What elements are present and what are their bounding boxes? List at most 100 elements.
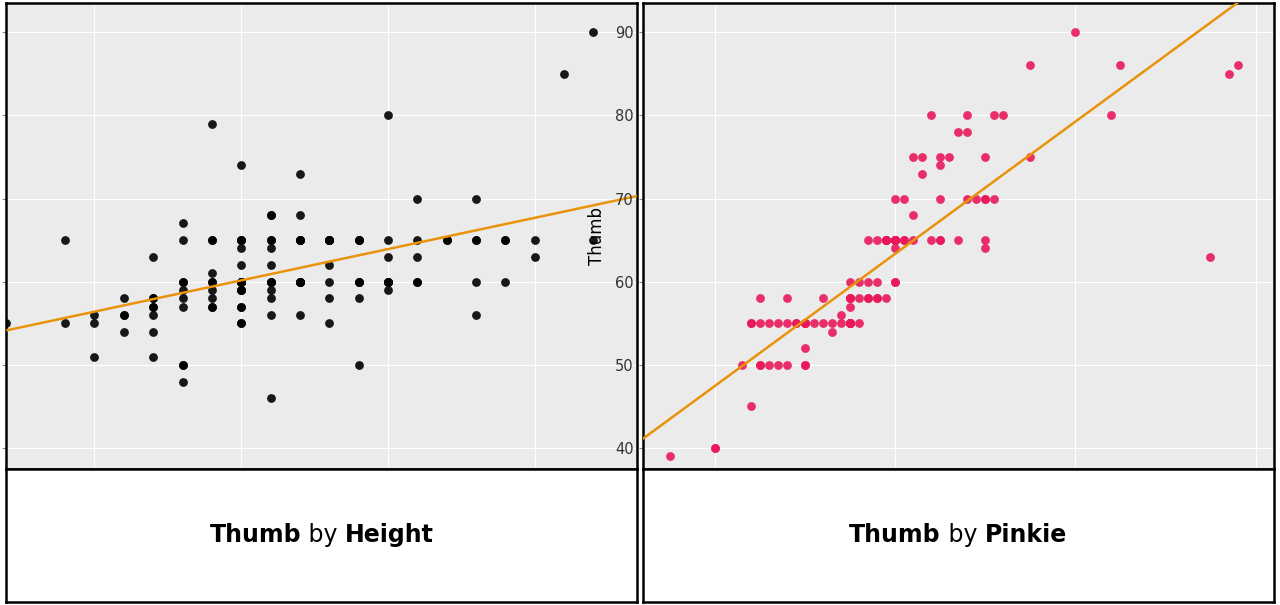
- Point: [795, 344, 815, 353]
- Point: [840, 293, 860, 303]
- Point: [260, 211, 280, 220]
- Point: [289, 235, 310, 245]
- Point: [884, 277, 905, 287]
- Point: [786, 318, 806, 328]
- Point: [143, 293, 164, 303]
- Point: [202, 285, 223, 295]
- Point: [260, 260, 280, 270]
- Point: [893, 235, 914, 245]
- Point: [867, 293, 887, 303]
- Point: [230, 318, 251, 328]
- Point: [858, 235, 878, 245]
- Point: [289, 235, 310, 245]
- Point: [436, 235, 457, 245]
- Point: [893, 235, 914, 245]
- Point: [173, 235, 193, 245]
- Point: [289, 235, 310, 245]
- Point: [554, 69, 575, 79]
- Point: [584, 235, 604, 245]
- Point: [466, 235, 486, 245]
- Point: [920, 235, 941, 245]
- Point: [143, 293, 164, 303]
- Point: [884, 244, 905, 253]
- Point: [840, 293, 860, 303]
- Point: [84, 352, 105, 361]
- Point: [884, 235, 905, 245]
- Point: [822, 327, 842, 336]
- Point: [202, 302, 223, 312]
- Point: [84, 318, 105, 328]
- Point: [849, 293, 869, 303]
- Point: [114, 310, 134, 320]
- Point: [289, 310, 310, 320]
- Point: [740, 318, 760, 328]
- Point: [777, 293, 797, 303]
- Point: [55, 235, 76, 245]
- Point: [822, 318, 842, 328]
- Point: [840, 318, 860, 328]
- Point: [1020, 152, 1041, 162]
- Point: [319, 235, 339, 245]
- Point: [230, 318, 251, 328]
- Point: [804, 318, 824, 328]
- Point: [378, 277, 398, 287]
- Point: [884, 235, 905, 245]
- Point: [1020, 60, 1041, 70]
- Point: [740, 318, 760, 328]
- Point: [975, 194, 996, 203]
- Point: [840, 302, 860, 312]
- Point: [143, 252, 164, 261]
- Point: [260, 277, 280, 287]
- Point: [173, 377, 193, 387]
- Point: [319, 235, 339, 245]
- Point: [840, 318, 860, 328]
- Point: [984, 111, 1005, 120]
- Point: [260, 235, 280, 245]
- Point: [911, 169, 932, 178]
- Point: [750, 360, 771, 370]
- Point: [975, 152, 996, 162]
- Point: [319, 235, 339, 245]
- Point: [947, 127, 968, 137]
- Point: [202, 302, 223, 312]
- Point: [884, 235, 905, 245]
- Point: [289, 277, 310, 287]
- Point: [759, 318, 780, 328]
- Point: [795, 318, 815, 328]
- Point: [876, 235, 896, 245]
- Point: [230, 277, 251, 287]
- Point: [143, 327, 164, 336]
- Point: [348, 293, 369, 303]
- Point: [858, 293, 878, 303]
- Text: Height: Height: [346, 523, 434, 548]
- Point: [867, 293, 887, 303]
- Point: [143, 302, 164, 312]
- Point: [840, 318, 860, 328]
- Point: [289, 211, 310, 220]
- Point: [348, 277, 369, 287]
- Point: [750, 293, 771, 303]
- Point: [230, 235, 251, 245]
- Point: [230, 277, 251, 287]
- X-axis label: Height: Height: [294, 501, 349, 519]
- Point: [407, 194, 428, 203]
- Point: [173, 293, 193, 303]
- Point: [378, 277, 398, 287]
- Point: [584, 27, 604, 37]
- Point: [407, 252, 428, 261]
- Point: [768, 318, 788, 328]
- Point: [230, 277, 251, 287]
- Point: [230, 285, 251, 295]
- Point: [795, 318, 815, 328]
- Point: [840, 318, 860, 328]
- Point: [378, 252, 398, 261]
- Point: [777, 318, 797, 328]
- Point: [260, 293, 280, 303]
- Point: [993, 111, 1014, 120]
- Point: [407, 277, 428, 287]
- Point: [876, 235, 896, 245]
- Point: [348, 235, 369, 245]
- Point: [378, 285, 398, 295]
- Point: [436, 235, 457, 245]
- Point: [348, 277, 369, 287]
